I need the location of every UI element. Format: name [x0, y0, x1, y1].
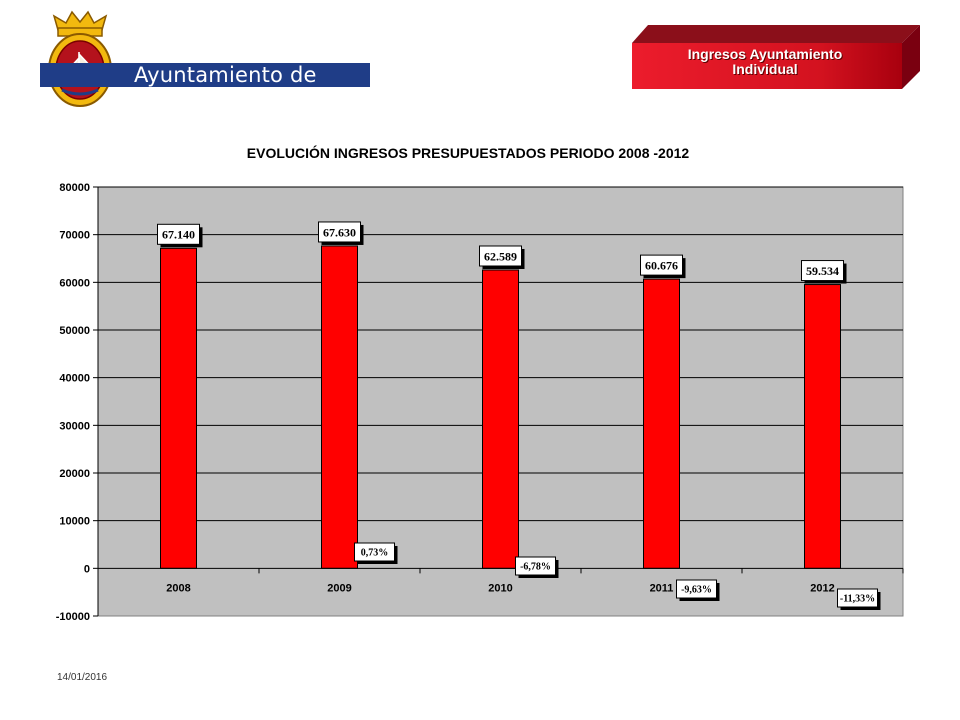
change-label: -11,33%	[837, 588, 881, 610]
banner-line-2: Individual	[732, 61, 798, 77]
bar-2009	[321, 245, 358, 569]
change-label-box	[354, 542, 395, 562]
y-tick-label: 60000	[59, 277, 90, 289]
y-tick-label: 50000	[59, 325, 90, 337]
change-label-text: 0,73%	[361, 548, 389, 559]
banner-line-1: Ingresos Ayuntamiento	[687, 46, 843, 62]
axes: 80000 70000 60000 50000 40000 30000 20000 10000…	[56, 182, 904, 623]
value-label: 67.140	[157, 223, 203, 248]
date-stamp: 14/01/2016	[57, 672, 108, 683]
bar-2008	[160, 247, 197, 569]
change-label: 0,73%	[354, 542, 398, 564]
category-label: 2009	[327, 582, 351, 594]
bar-2010	[482, 269, 519, 569]
category-label: 2012	[810, 582, 834, 594]
change-label-text: -9,63%	[681, 585, 712, 596]
org-name: Ayuntamiento de Avilés	[134, 63, 317, 115]
chart-title: EVOLUCIÓN INGRESOS PRESUPUESTADOS PERIOD…	[247, 144, 690, 161]
value-label: 62.589	[479, 245, 525, 269]
value-label-text: 59.534	[806, 264, 839, 278]
category-label: 2008	[166, 582, 190, 594]
value-label-box	[640, 254, 683, 276]
value-label-box	[157, 223, 200, 245]
bar-2011	[643, 278, 680, 569]
y-tick-label: 80000	[59, 182, 90, 194]
value-label: 60.676	[640, 254, 686, 279]
change-label: -6,78%	[515, 556, 559, 578]
value-label-box	[479, 245, 522, 267]
bars	[160, 245, 841, 569]
value-label-box	[801, 260, 844, 282]
value-label: 67.630	[318, 221, 364, 245]
data-labels: 67.140 67.630 62.589 60.676 59.534 0,73% -6,78…	[157, 221, 881, 610]
change-label-box	[515, 556, 556, 576]
change-label-text: -6,78%	[520, 562, 551, 573]
change-label-box	[837, 588, 878, 608]
banner-title: Ingresos Ayuntamiento Individual	[640, 47, 890, 77]
bar-2012	[804, 284, 841, 569]
y-tick-label: -10000	[56, 611, 90, 623]
change-label-box	[676, 579, 717, 599]
value-label-text: 67.630	[323, 225, 356, 239]
section-banner	[632, 25, 920, 89]
y-tick-label: 20000	[59, 468, 90, 480]
logo-band	[40, 63, 370, 87]
value-label-box	[318, 221, 361, 243]
category-label: 2011	[650, 582, 674, 594]
value-label-text: 67.140	[162, 228, 195, 242]
value-label-text: 62.589	[484, 249, 517, 263]
y-tick-label: 10000	[59, 516, 90, 528]
y-tick-label: 0	[84, 563, 90, 575]
y-tick-label: 70000	[59, 230, 90, 242]
y-tick-label: 30000	[59, 420, 90, 432]
value-label: 59.534	[801, 260, 847, 284]
change-label-text: -11,33%	[840, 594, 875, 605]
change-label: -9,63%	[676, 579, 720, 601]
value-label-text: 60.676	[645, 258, 678, 272]
y-tick-label: 40000	[59, 373, 90, 385]
category-label: 2010	[488, 582, 512, 594]
